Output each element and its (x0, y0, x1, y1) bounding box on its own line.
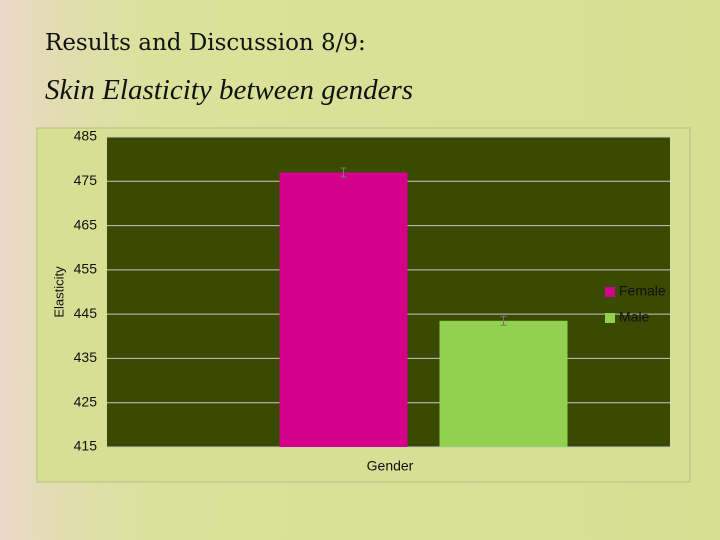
slide-title: Results and Discussion 8/9: (45, 30, 366, 56)
legend-label: Male (619, 309, 650, 325)
legend-swatch (605, 313, 615, 323)
y-tick-label: 425 (74, 393, 98, 409)
legend-swatch (605, 287, 615, 297)
slide-subtitle: Skin Elasticity between genders (45, 74, 414, 106)
y-tick-label: 465 (74, 216, 98, 232)
y-tick-label: 475 (74, 172, 98, 188)
error-bar (340, 167, 347, 178)
y-tick-label: 455 (74, 261, 98, 277)
y-axis-label: Elasticity (51, 266, 66, 318)
y-tick-label: 435 (74, 349, 98, 365)
y-tick-label: 415 (74, 438, 98, 454)
bar (439, 320, 568, 447)
legend-label: Female (619, 283, 666, 299)
y-tick-label: 485 (74, 128, 98, 144)
y-tick-label: 445 (74, 305, 98, 321)
error-bar (500, 315, 507, 326)
bar (279, 172, 408, 447)
x-axis-label: Gender (367, 458, 414, 474)
